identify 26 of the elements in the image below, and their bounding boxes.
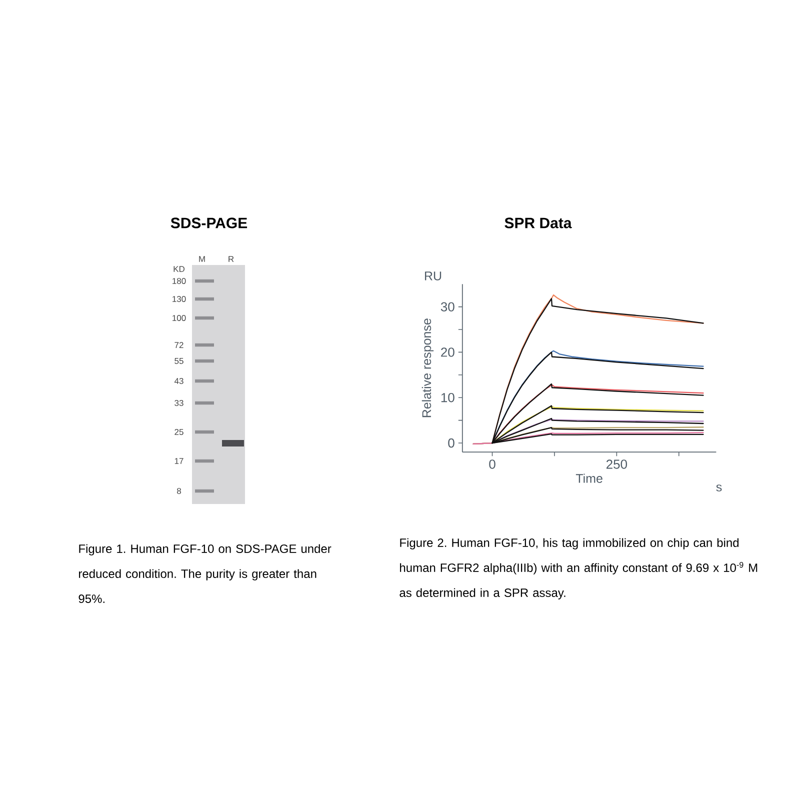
y-axis-title: Relative response <box>422 318 434 418</box>
text: 33 <box>174 400 184 406</box>
text: Figure 2. Human FGF-10, his tag immobilized on chip can bind human FGFR2 alpha(IIIb) with an affinity constant of 9.69 x 10$^{-9}$ M as determined in a SPR assay. <box>400 538 758 600</box>
text: 8 <box>177 488 181 494</box>
text: 180 <box>172 278 186 284</box>
y-tick-label: 30 <box>440 302 454 312</box>
text: KD <box>174 266 184 272</box>
x-axis-title: Time <box>576 474 602 483</box>
chart-title: SPR Data <box>504 218 572 228</box>
y-tick-label: 10 <box>441 393 454 402</box>
x-tick-label: 250 <box>606 460 628 469</box>
text: 55 <box>174 358 184 364</box>
text: 130 <box>172 296 186 302</box>
text: 100 <box>172 314 186 321</box>
text: SDS-PAGE <box>170 218 248 228</box>
text: s <box>716 484 722 492</box>
text: 17 <box>174 458 184 464</box>
text: 25 <box>174 428 184 435</box>
text: 72 <box>174 342 184 348</box>
category-label: R <box>228 256 234 262</box>
y-tick-label: 20 <box>441 348 454 357</box>
y-tick-label: 0 <box>448 438 454 448</box>
text: 43 <box>174 378 184 384</box>
caption: Figure 1. Human FGF-10 on SDS-PAGE under reduced condition. The purity is greater than 95%. <box>78 544 332 603</box>
text: RU <box>425 272 442 280</box>
category-label: M <box>199 256 205 262</box>
